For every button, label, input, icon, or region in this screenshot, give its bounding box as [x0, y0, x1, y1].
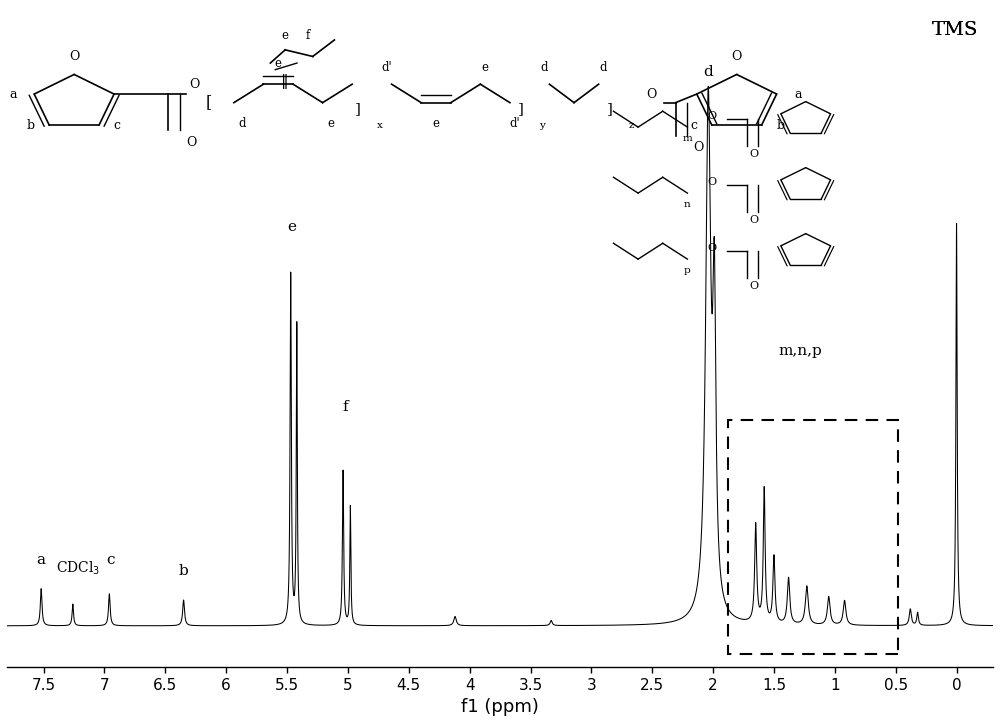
Text: O: O — [69, 50, 79, 63]
Text: b: b — [179, 565, 188, 578]
Text: e: e — [327, 117, 334, 130]
Text: ‖: ‖ — [281, 74, 289, 89]
Text: n: n — [684, 200, 691, 209]
Text: a: a — [9, 87, 16, 100]
Text: c: c — [114, 119, 121, 132]
Text: ]: ] — [518, 102, 524, 116]
Text: d: d — [238, 117, 245, 130]
Text: d: d — [703, 65, 713, 79]
Text: O: O — [749, 215, 758, 225]
Text: e: e — [482, 61, 489, 74]
Text: TMS: TMS — [932, 22, 978, 39]
Text: m: m — [683, 134, 692, 142]
Text: f: f — [343, 401, 348, 414]
Text: O: O — [707, 243, 717, 253]
Text: O: O — [749, 281, 758, 291]
Text: e: e — [275, 56, 282, 69]
Text: O: O — [732, 50, 742, 63]
Text: e: e — [282, 29, 289, 42]
Text: m,n,p: m,n,p — [779, 343, 823, 358]
Text: O: O — [186, 136, 196, 149]
Text: [: [ — [206, 94, 212, 111]
Text: ]: ] — [607, 102, 612, 116]
Text: TMS: TMS — [932, 22, 978, 39]
Text: y: y — [540, 121, 545, 130]
Text: O: O — [749, 149, 758, 159]
Text: d': d' — [381, 61, 392, 74]
Text: O: O — [707, 111, 717, 121]
Text: e: e — [287, 220, 296, 234]
Text: O: O — [189, 78, 199, 91]
Bar — [728, 419, 898, 654]
Text: f: f — [306, 29, 310, 42]
Text: ]: ] — [355, 102, 361, 116]
Text: c: c — [690, 119, 697, 132]
Text: e: e — [432, 117, 439, 130]
Text: CDCl$_3$: CDCl$_3$ — [56, 560, 100, 577]
Text: p: p — [684, 266, 691, 275]
Text: O: O — [693, 141, 704, 154]
Text: d: d — [541, 61, 548, 74]
Text: d': d' — [510, 117, 520, 130]
Text: c: c — [106, 552, 115, 567]
Text: b: b — [26, 119, 34, 132]
Text: b: b — [776, 119, 784, 132]
Text: O: O — [646, 88, 656, 101]
Text: a: a — [794, 87, 802, 100]
Text: x: x — [377, 121, 383, 130]
Text: a: a — [37, 552, 46, 567]
X-axis label: f1 (ppm): f1 (ppm) — [461, 698, 539, 716]
Text: d: d — [600, 61, 607, 74]
Text: z: z — [628, 121, 634, 130]
Text: O: O — [707, 177, 717, 187]
